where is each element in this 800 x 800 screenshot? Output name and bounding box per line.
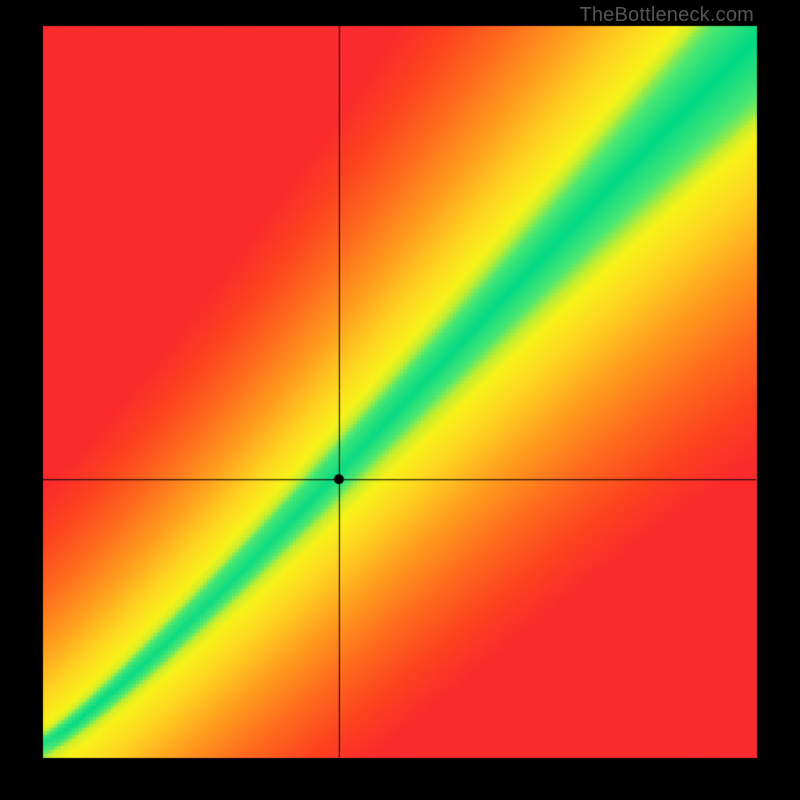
bottleneck-heatmap — [0, 0, 800, 800]
watermark-text: TheBottleneck.com — [579, 4, 754, 27]
chart-container: TheBottleneck.com — [0, 0, 800, 800]
